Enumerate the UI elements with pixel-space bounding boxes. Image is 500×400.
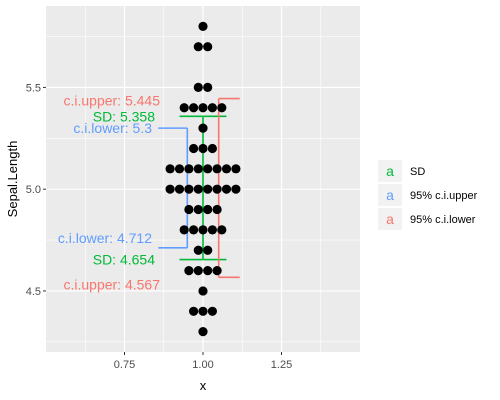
data-point bbox=[193, 164, 203, 174]
data-point bbox=[203, 184, 213, 194]
x-tick-label: 1.25 bbox=[271, 359, 292, 371]
data-point bbox=[212, 265, 222, 276]
upper-upper-label: c.i.lower: 5.3 bbox=[73, 120, 152, 136]
data-point bbox=[217, 103, 227, 113]
legend-label: 95% c.i.upper bbox=[410, 190, 478, 202]
data-point bbox=[193, 265, 203, 276]
data-point bbox=[212, 164, 222, 174]
data-point bbox=[231, 184, 241, 194]
legend-key-background bbox=[378, 184, 402, 206]
data-point bbox=[231, 164, 241, 174]
data-point bbox=[198, 21, 208, 31]
y-axis-title: Sepal.Length bbox=[5, 141, 20, 218]
data-point bbox=[207, 225, 217, 235]
data-point bbox=[203, 265, 213, 276]
data-point bbox=[184, 164, 194, 174]
x-axis-title: x bbox=[200, 378, 207, 393]
data-point bbox=[184, 184, 194, 194]
legend-key-glyph: a bbox=[386, 187, 394, 203]
legend-key-glyph: a bbox=[386, 211, 394, 227]
data-point bbox=[189, 306, 199, 316]
data-point bbox=[193, 184, 203, 194]
x-tick-label: 1.00 bbox=[192, 359, 213, 371]
sd-upper-label: SD: 5.358 bbox=[93, 108, 155, 124]
data-point bbox=[174, 184, 185, 194]
interval-labels: SD: 5.358 SD: 4.654 c.i.lower: 5.3 c.i.lowe… bbox=[58, 93, 160, 293]
data-point bbox=[203, 204, 213, 215]
data-point bbox=[198, 306, 208, 316]
legend-key-glyph: a bbox=[386, 163, 394, 179]
legend-key-background bbox=[378, 160, 402, 182]
y-tick-label: 5.5 bbox=[26, 82, 41, 94]
data-point bbox=[174, 164, 185, 174]
data-point bbox=[189, 143, 199, 154]
data-point bbox=[198, 103, 208, 113]
data-point bbox=[179, 103, 189, 113]
lower-upper-label: c.i.upper: 5.445 bbox=[63, 93, 160, 109]
data-point bbox=[193, 204, 203, 215]
data-point bbox=[207, 103, 217, 113]
data-point bbox=[221, 184, 232, 194]
legend-label: SD bbox=[410, 166, 425, 178]
y-tick-label: 5.0 bbox=[26, 184, 41, 196]
data-point bbox=[203, 82, 213, 93]
y-axis-ticks: 4.5 5.0 5.5 bbox=[26, 82, 46, 298]
data-point bbox=[207, 306, 217, 316]
data-point bbox=[189, 225, 199, 235]
data-point bbox=[165, 164, 175, 174]
lower-lower-label: c.i.upper: 4.567 bbox=[63, 276, 160, 292]
data-point bbox=[179, 225, 189, 235]
data-point bbox=[198, 123, 208, 133]
data-point bbox=[212, 184, 222, 194]
data-point bbox=[193, 42, 203, 52]
data-point bbox=[207, 143, 217, 154]
data-point bbox=[203, 164, 213, 174]
data-points bbox=[165, 21, 241, 337]
data-point bbox=[217, 225, 227, 235]
data-point bbox=[198, 225, 208, 235]
data-point bbox=[198, 286, 208, 296]
data-point bbox=[203, 42, 213, 52]
legend-label: 95% c.i.lower bbox=[410, 214, 476, 226]
data-point bbox=[212, 204, 222, 215]
legend-key-background bbox=[378, 208, 402, 230]
data-point bbox=[165, 184, 175, 194]
data-point bbox=[184, 204, 194, 215]
data-point bbox=[189, 103, 199, 113]
data-point bbox=[203, 245, 213, 255]
data-point bbox=[198, 327, 208, 337]
legend: a SD a 95% c.i.upper a 95% c.i.lower bbox=[378, 160, 478, 230]
data-point bbox=[198, 143, 208, 154]
data-point bbox=[184, 265, 194, 276]
x-axis-ticks: 0.75 1.00 1.25 bbox=[114, 352, 292, 371]
y-tick-label: 4.5 bbox=[26, 286, 41, 298]
data-point bbox=[221, 164, 232, 174]
data-point bbox=[193, 82, 203, 93]
x-tick-label: 0.75 bbox=[114, 359, 135, 371]
data-point bbox=[193, 245, 203, 255]
upper-lower-label: c.i.lower: 4.712 bbox=[58, 230, 152, 246]
sd-lower-label: SD: 4.654 bbox=[93, 252, 155, 268]
